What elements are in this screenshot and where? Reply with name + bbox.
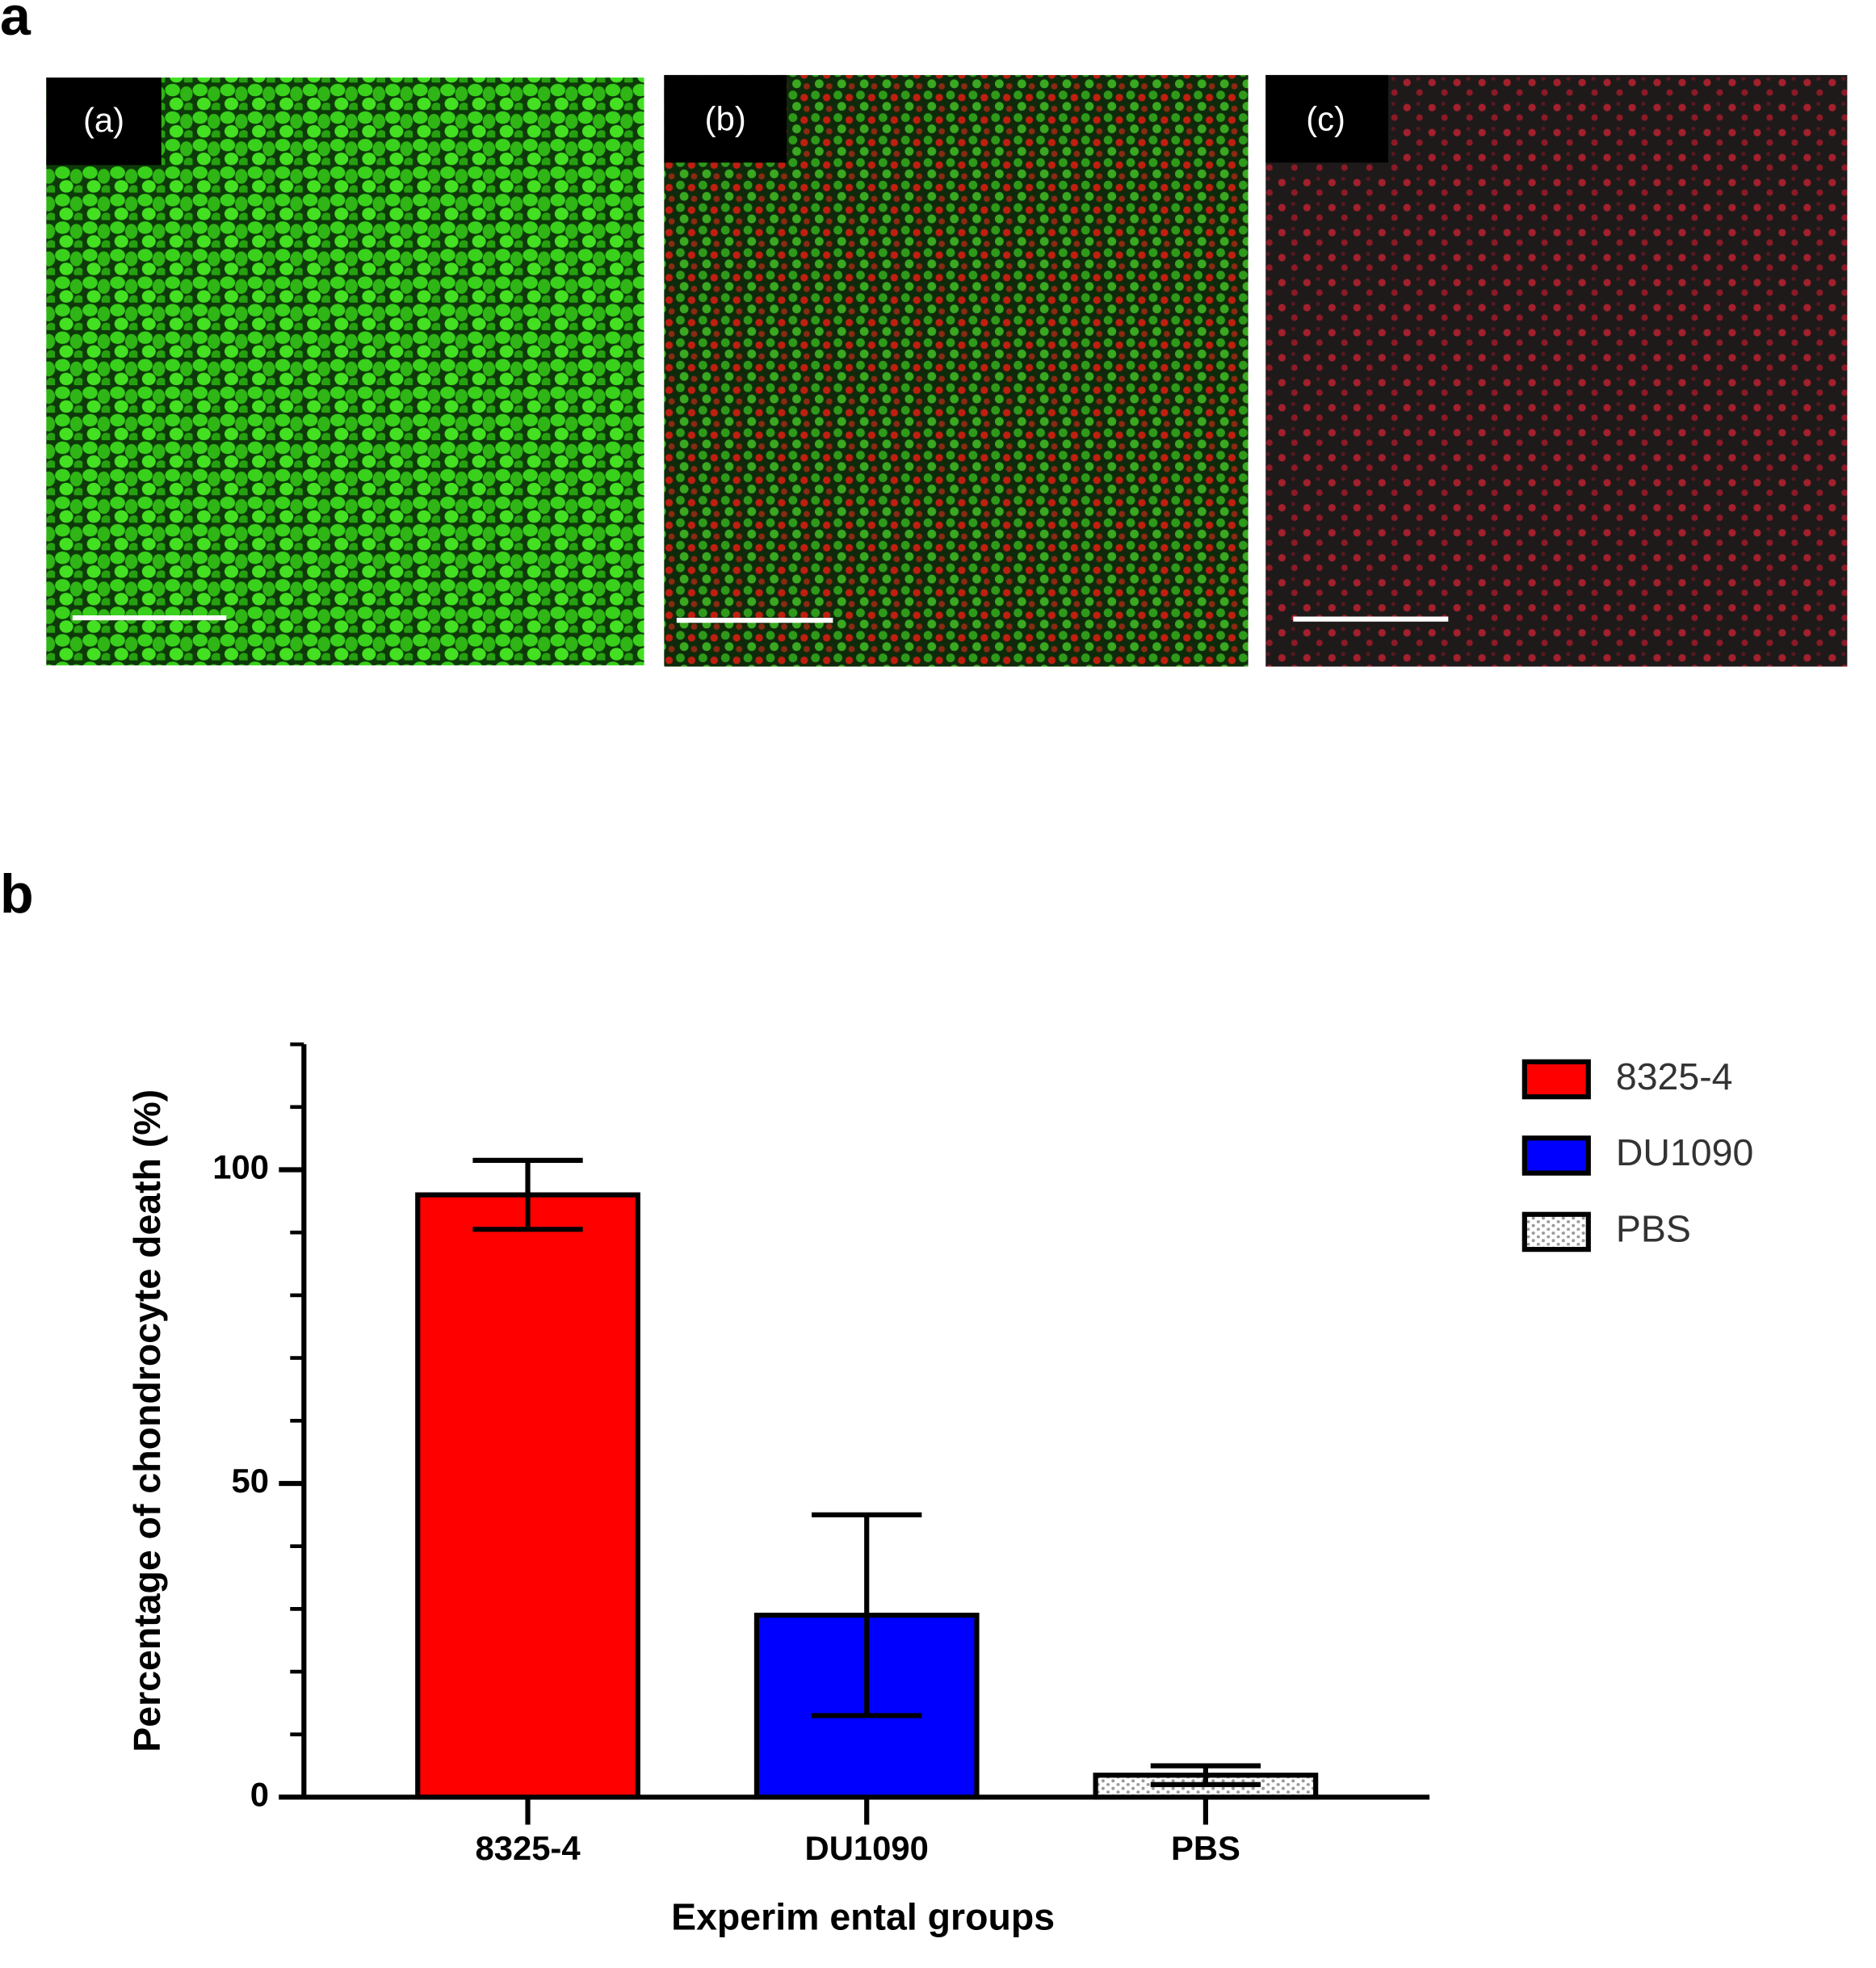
y-tick-label: 100	[212, 1148, 269, 1186]
label-box	[46, 78, 162, 166]
legend-swatch	[1521, 1211, 1591, 1253]
image-label: (c)	[1306, 99, 1345, 137]
micrograph-image	[1265, 74, 1848, 667]
bar	[415, 1192, 640, 1800]
x-tick-label: 8325-4	[475, 1829, 581, 1867]
legend-swatch	[1521, 1059, 1591, 1100]
legend-swatch	[1521, 1135, 1591, 1176]
micrograph-image	[664, 74, 1249, 667]
y-axis-title: Percentage of chondrocyte death (%)	[126, 1089, 168, 1752]
legend-label: 8325-4	[1616, 1055, 1733, 1097]
y-tick-label: 50	[231, 1462, 269, 1500]
x-tick-label: DU1090	[805, 1829, 929, 1867]
micrograph: (b)	[664, 74, 1249, 667]
label-box	[664, 74, 787, 163]
legend-label: DU1090	[1616, 1131, 1753, 1173]
panel-letter: a	[0, 0, 31, 47]
micrograph: (a)	[46, 78, 644, 665]
image-label: (a)	[83, 101, 124, 139]
panel-letter: b	[0, 863, 34, 925]
micrograph: (c)	[1265, 74, 1848, 667]
label-box	[1265, 74, 1389, 163]
micrograph-image	[46, 78, 644, 665]
x-tick-label: PBS	[1171, 1829, 1240, 1867]
y-tick-label: 0	[250, 1775, 269, 1813]
image-label: (b)	[705, 99, 746, 137]
x-axis-title: Experim ental groups	[671, 1895, 1055, 1937]
legend-label: PBS	[1616, 1208, 1691, 1250]
